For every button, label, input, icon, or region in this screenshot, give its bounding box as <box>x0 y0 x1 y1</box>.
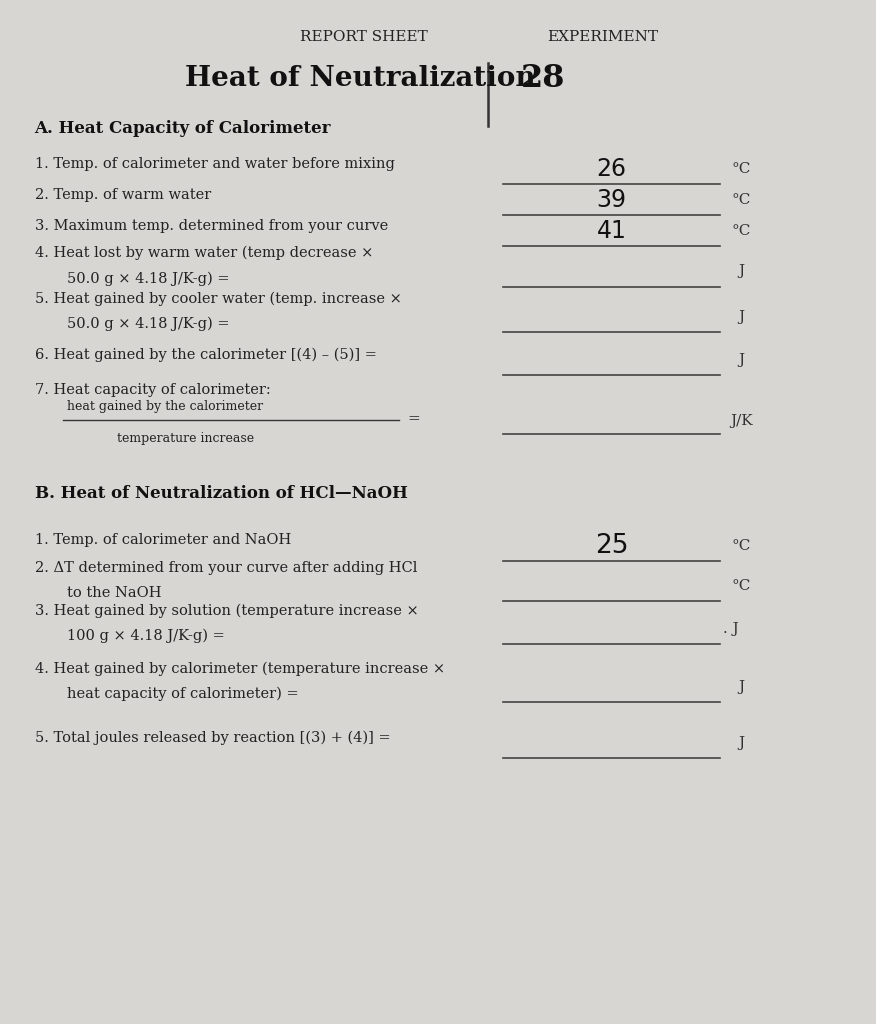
Text: A. Heat Capacity of Calorimeter: A. Heat Capacity of Calorimeter <box>34 120 331 136</box>
Text: °C: °C <box>732 580 752 593</box>
Text: 28: 28 <box>520 62 565 94</box>
Text: 41: 41 <box>597 219 626 243</box>
Text: 6. Heat gained by the calorimeter [(4) – (5)] =: 6. Heat gained by the calorimeter [(4) –… <box>34 347 377 361</box>
Text: . J: . J <box>723 622 738 636</box>
Text: J: J <box>738 735 745 750</box>
Text: J/K: J/K <box>731 414 753 428</box>
Text: °C: °C <box>732 162 752 176</box>
Text: 25: 25 <box>595 532 628 558</box>
Text: 1. Temp. of calorimeter and NaOH: 1. Temp. of calorimeter and NaOH <box>34 534 291 548</box>
Text: heat capacity of calorimeter) =: heat capacity of calorimeter) = <box>67 687 298 701</box>
Text: temperature increase: temperature increase <box>117 432 254 445</box>
Text: J: J <box>738 310 745 324</box>
Text: 100 g × 4.18 J/K-g) =: 100 g × 4.18 J/K-g) = <box>67 629 224 643</box>
Text: 2. Temp. of warm water: 2. Temp. of warm water <box>34 188 211 202</box>
Text: 5. Heat gained by cooler water (temp. increase ×: 5. Heat gained by cooler water (temp. in… <box>34 292 401 306</box>
Text: 4. Heat lost by warm water (temp decrease ×: 4. Heat lost by warm water (temp decreas… <box>34 246 373 260</box>
Text: J: J <box>738 680 745 693</box>
Text: °C: °C <box>732 194 752 207</box>
Text: 39: 39 <box>597 188 626 212</box>
Text: heat gained by the calorimeter: heat gained by the calorimeter <box>67 399 263 413</box>
Text: =: = <box>407 413 420 427</box>
Text: 26: 26 <box>597 157 626 180</box>
Text: J: J <box>738 352 745 367</box>
Text: 1. Temp. of calorimeter and water before mixing: 1. Temp. of calorimeter and water before… <box>34 157 394 171</box>
Text: 3. Heat gained by solution (temperature increase ×: 3. Heat gained by solution (temperature … <box>34 603 418 617</box>
Text: °C: °C <box>732 223 752 238</box>
Text: 4. Heat gained by calorimeter (temperature increase ×: 4. Heat gained by calorimeter (temperatu… <box>34 662 445 676</box>
Text: °C: °C <box>732 539 752 553</box>
Text: Heat of Neutralization: Heat of Neutralization <box>185 65 535 92</box>
Text: 5. Total joules released by reaction [(3) + (4)] =: 5. Total joules released by reaction [(3… <box>34 730 390 744</box>
Text: B. Heat of Neutralization of HCl—NaOH: B. Heat of Neutralization of HCl—NaOH <box>34 485 407 502</box>
Text: EXPERIMENT: EXPERIMENT <box>548 30 659 44</box>
Text: 3. Maximum temp. determined from your curve: 3. Maximum temp. determined from your cu… <box>34 218 388 232</box>
Text: REPORT SHEET: REPORT SHEET <box>300 30 428 44</box>
Text: J: J <box>738 264 745 279</box>
Text: 50.0 g × 4.18 J/K-g) =: 50.0 g × 4.18 J/K-g) = <box>67 271 230 286</box>
Text: 7. Heat capacity of calorimeter:: 7. Heat capacity of calorimeter: <box>34 383 271 397</box>
Text: to the NaOH: to the NaOH <box>67 587 161 600</box>
Text: 2. ΔT determined from your curve after adding HCl: 2. ΔT determined from your curve after a… <box>34 561 417 574</box>
Text: 50.0 g × 4.18 J/K-g) =: 50.0 g × 4.18 J/K-g) = <box>67 316 230 332</box>
